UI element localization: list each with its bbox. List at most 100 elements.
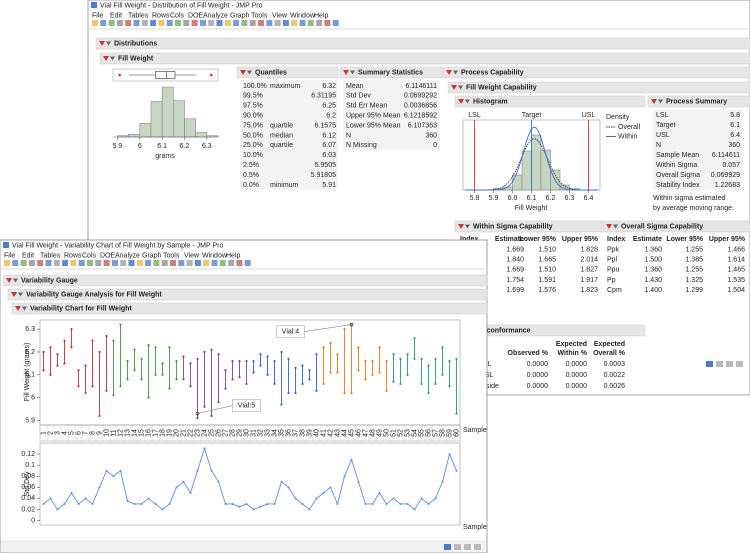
toolbar-button[interactable] [249, 20, 256, 26]
toolbar-button[interactable] [103, 260, 110, 266]
hotspot-triangle[interactable] [6, 278, 12, 283]
disclosure-icon[interactable] [13, 278, 18, 283]
hotspot-triangle[interactable] [458, 99, 464, 104]
toolbar-button[interactable] [153, 260, 160, 266]
toolbar-button[interactable] [20, 260, 27, 266]
toolbar-button[interactable] [158, 20, 165, 26]
toolbar-button[interactable] [133, 20, 140, 26]
toolbar-button[interactable] [70, 260, 77, 266]
menu-item[interactable]: Cols [170, 12, 185, 19]
toolbar-button[interactable] [136, 260, 143, 266]
menu-item[interactable]: Rows [64, 252, 82, 259]
toolbar-button[interactable] [92, 20, 98, 26]
toolbar-button[interactable] [4, 260, 10, 266]
toolbar-button[interactable] [324, 20, 331, 26]
toolbar-button[interactable] [244, 260, 251, 266]
toolbar-button[interactable] [291, 20, 298, 26]
menu-item[interactable]: Graph [230, 12, 250, 19]
toolbar-button[interactable] [199, 20, 206, 26]
toolbar-button[interactable] [211, 260, 218, 266]
menu-item[interactable]: Analyze [203, 12, 228, 19]
toolbar-button[interactable] [28, 260, 35, 266]
toolbar-button[interactable] [216, 20, 223, 26]
menu-item[interactable]: Cols [82, 252, 97, 259]
toolbar-button[interactable] [233, 20, 240, 26]
menu-item[interactable]: Rows [152, 12, 170, 19]
toolbar-button[interactable] [37, 260, 44, 266]
disclosure-icon[interactable] [465, 224, 470, 229]
toolbar-button[interactable] [166, 20, 173, 26]
hotspot-triangle[interactable] [11, 292, 17, 297]
toolbar-button[interactable] [141, 20, 148, 26]
menu-item[interactable]: Graph [142, 252, 162, 259]
toolbar-button[interactable] [95, 260, 102, 266]
toolbar-button[interactable] [274, 20, 281, 26]
menu-item[interactable]: Tables [40, 252, 61, 259]
toolbar-button[interactable] [224, 20, 231, 26]
toolbar-button[interactable] [332, 20, 339, 26]
toolbar-button[interactable] [111, 260, 118, 266]
menu-item[interactable]: Tools [251, 12, 268, 19]
menu-item[interactable]: DOE [188, 12, 204, 19]
disclosure-icon[interactable] [465, 99, 470, 104]
toolbar-button[interactable] [125, 20, 132, 26]
disclosure-icon[interactable] [658, 99, 663, 104]
toolbar-button[interactable] [186, 260, 193, 266]
menu-item[interactable]: Edit [22, 252, 34, 259]
disclosure-icon[interactable] [613, 224, 618, 229]
toolbar-button[interactable] [266, 20, 273, 26]
toolbar-button[interactable] [258, 20, 264, 26]
toolbar-button[interactable] [128, 260, 135, 266]
menu-item[interactable]: Window [202, 252, 228, 259]
menu-item[interactable]: File [92, 12, 103, 19]
toolbar-button[interactable] [219, 260, 226, 266]
menu-item[interactable]: Help [314, 12, 329, 19]
hotspot-triangle[interactable] [446, 70, 452, 75]
menu-item[interactable]: View [184, 252, 200, 259]
toolbar-button[interactable] [194, 260, 201, 266]
hotspot-triangle[interactable] [343, 70, 349, 75]
menu-item[interactable]: View [272, 12, 288, 19]
toolbar-button[interactable] [116, 20, 123, 26]
toolbar-button[interactable] [62, 260, 69, 266]
hotspot-triangle[interactable] [651, 99, 657, 104]
toolbar-button[interactable] [87, 260, 93, 266]
menu-item[interactable]: Analyze [115, 252, 140, 259]
menu-item[interactable]: Edit [110, 12, 122, 19]
toolbar-button[interactable] [78, 260, 85, 266]
toolbar-button[interactable] [108, 20, 115, 26]
toolbar-button[interactable] [53, 260, 60, 266]
toolbar-button[interactable] [299, 20, 306, 26]
hotspot-triangle[interactable] [240, 70, 246, 75]
toolbar-button[interactable] [170, 260, 176, 266]
toolbar-button[interactable] [203, 260, 210, 266]
toolbar-button[interactable] [145, 260, 152, 266]
menu-item[interactable]: File [4, 252, 15, 259]
toolbar-button[interactable] [307, 20, 314, 26]
toolbar-button[interactable] [228, 260, 235, 266]
toolbar-button[interactable] [191, 20, 198, 26]
hotspot-triangle[interactable] [606, 224, 612, 229]
disclosure-icon[interactable] [106, 41, 111, 46]
toolbar-button[interactable] [161, 260, 168, 266]
menu-item[interactable]: Window [290, 12, 316, 19]
toolbar-button[interactable] [150, 20, 157, 26]
hotspot-triangle[interactable] [451, 85, 457, 90]
toolbar-button[interactable] [175, 20, 181, 26]
toolbar-button[interactable] [12, 260, 19, 266]
toolbar-button[interactable] [282, 20, 289, 26]
toolbar-button[interactable] [236, 260, 243, 266]
toolbar-button[interactable] [120, 260, 127, 266]
menu-item[interactable]: Help [226, 252, 241, 259]
hotspot-triangle[interactable] [103, 56, 109, 61]
toolbar-button[interactable] [208, 20, 215, 26]
toolbar-button[interactable] [316, 20, 323, 26]
toolbar-button[interactable] [241, 20, 248, 26]
disclosure-icon[interactable] [350, 70, 355, 75]
toolbar-button[interactable] [100, 20, 107, 26]
hotspot-triangle[interactable] [15, 306, 21, 311]
toolbar-button[interactable] [183, 20, 190, 26]
menu-item[interactable]: DOE [100, 252, 116, 259]
disclosure-icon[interactable] [18, 292, 23, 297]
toolbar-button[interactable] [45, 260, 52, 266]
